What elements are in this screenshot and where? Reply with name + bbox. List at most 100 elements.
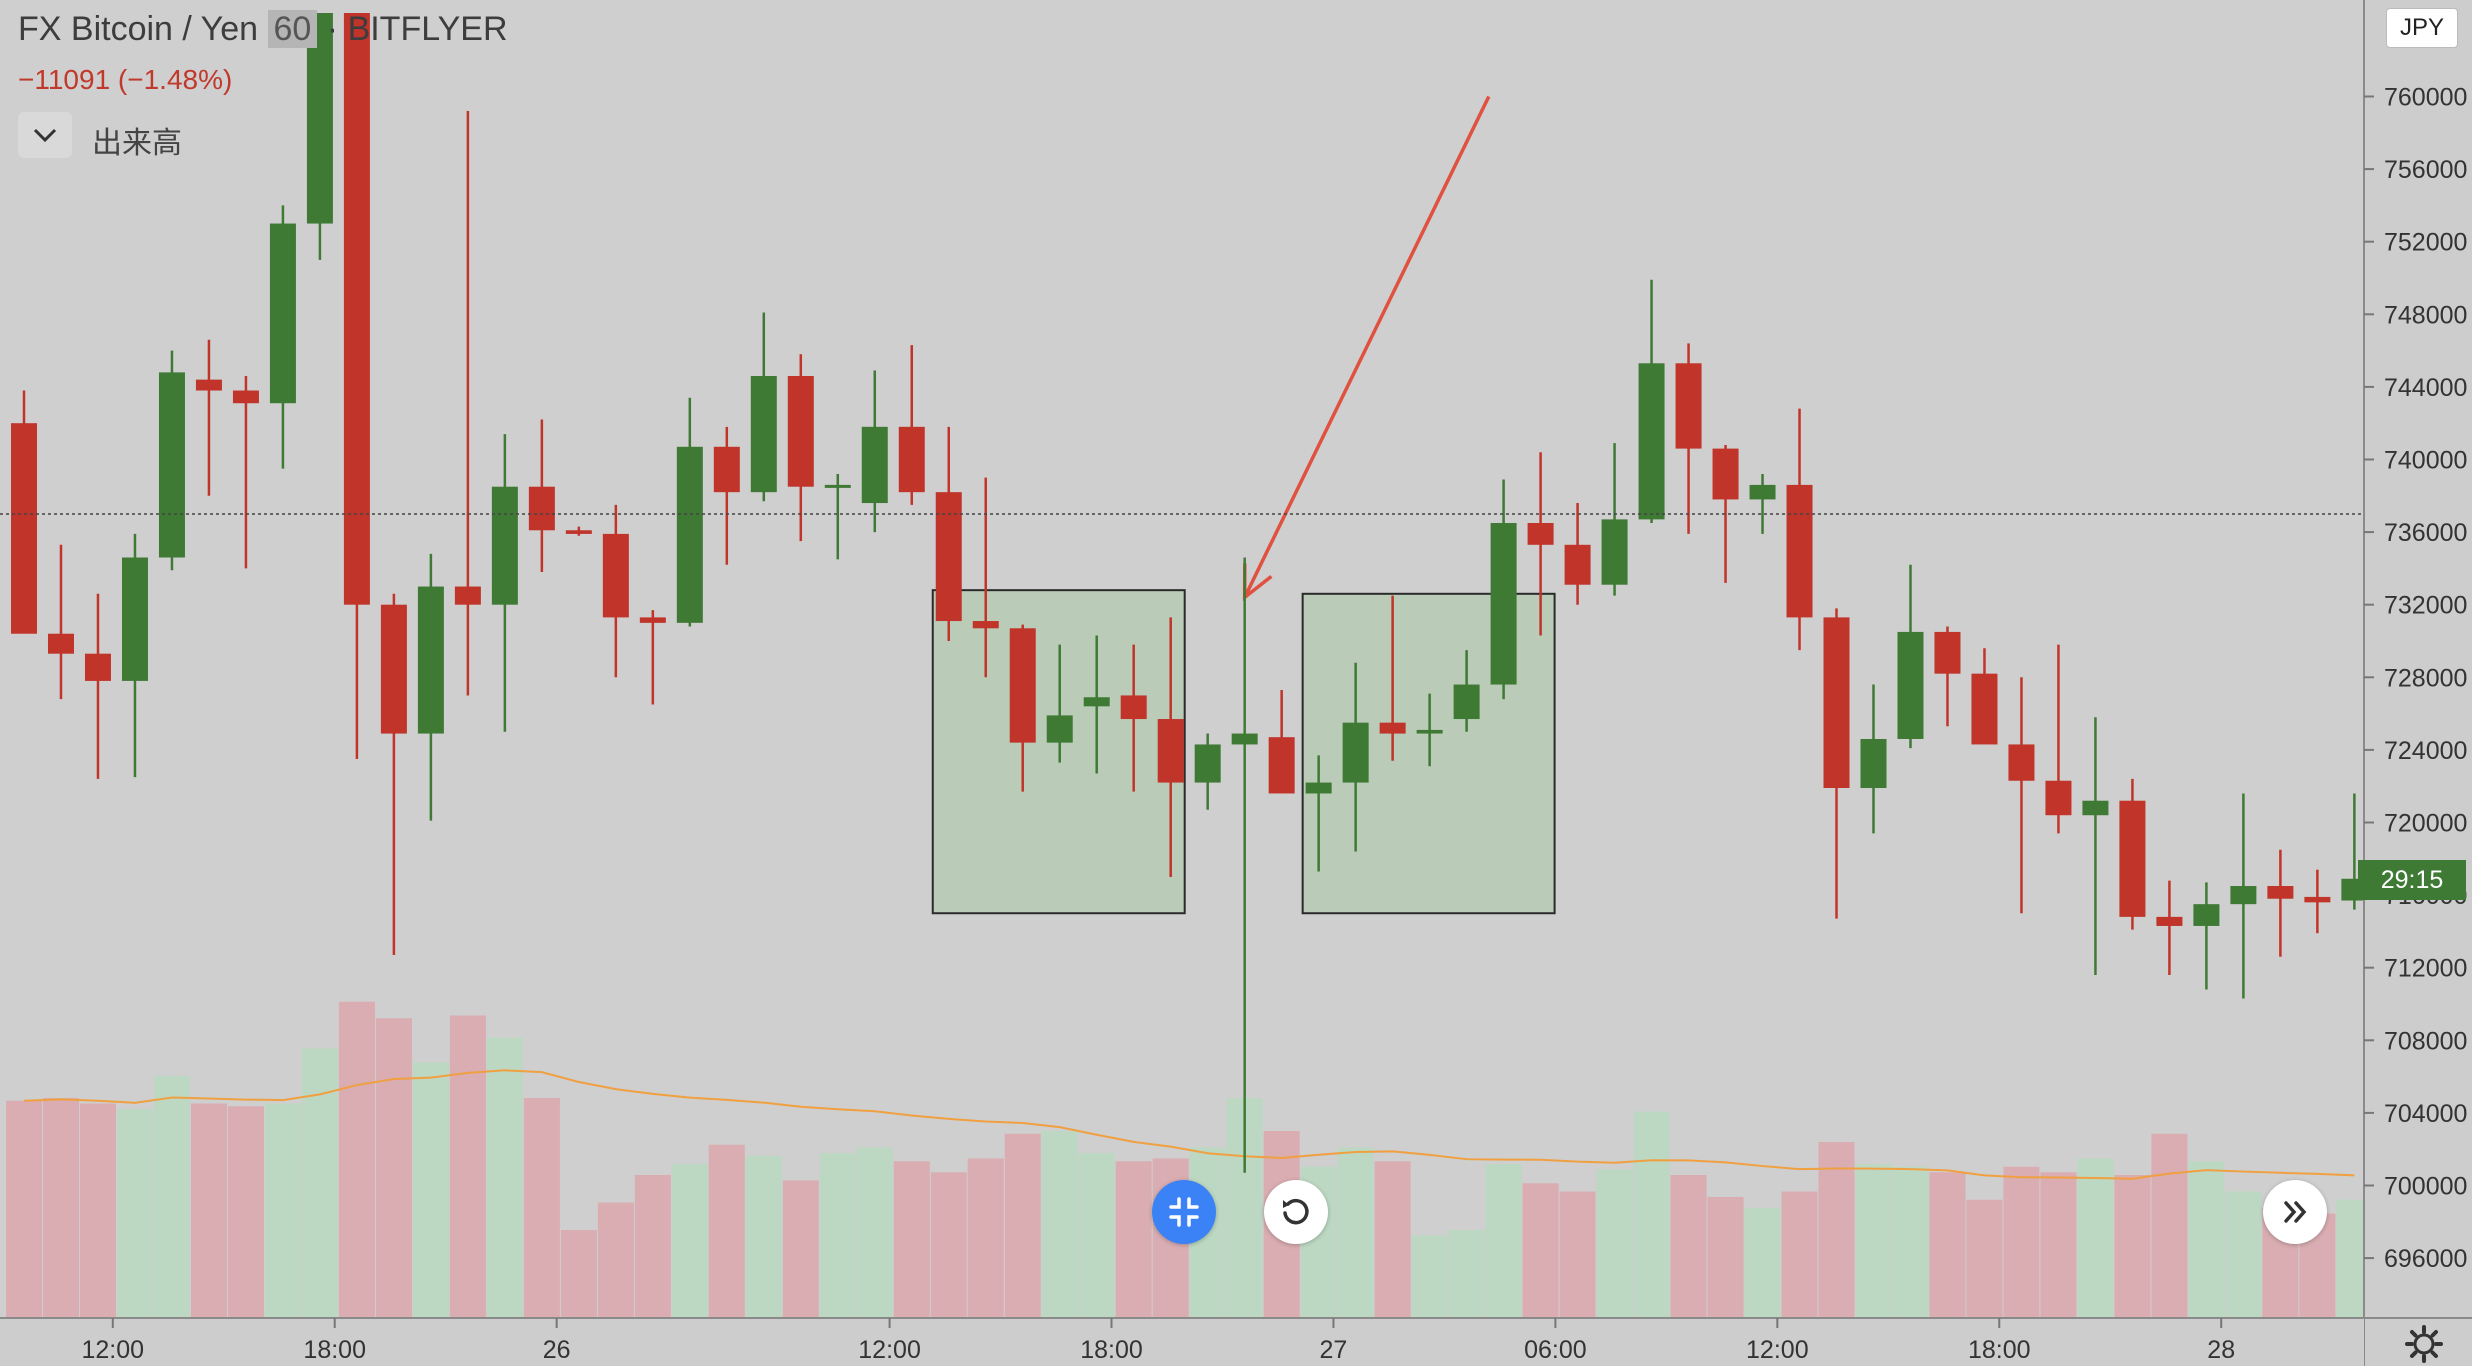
candle-body bbox=[417, 586, 444, 734]
candle bbox=[972, 477, 999, 678]
candle bbox=[2082, 717, 2109, 975]
x-tick-label: 12:00 bbox=[81, 1336, 144, 1364]
time-axis-panel[interactable] bbox=[0, 1318, 2364, 1366]
candle bbox=[47, 544, 74, 700]
y-tick-label: 740000 bbox=[2384, 446, 2467, 474]
y-tick-label: 700000 bbox=[2384, 1172, 2467, 1200]
volume-bar bbox=[1337, 1147, 1374, 1318]
price-axis-panel[interactable] bbox=[2364, 0, 2472, 1366]
scroll-to-latest-button[interactable] bbox=[2263, 1180, 2327, 1244]
candle bbox=[1749, 474, 1776, 534]
candle-body bbox=[824, 484, 851, 488]
candle bbox=[824, 474, 851, 560]
candle bbox=[2119, 778, 2146, 930]
candle bbox=[1268, 689, 1295, 794]
candle-body bbox=[195, 379, 222, 391]
candle-body bbox=[2156, 916, 2183, 926]
gear-icon[interactable] bbox=[2404, 1324, 2444, 1364]
volume-bar bbox=[1707, 1197, 1744, 1318]
volume-bar bbox=[2040, 1172, 2077, 1318]
volume-bar bbox=[560, 1230, 597, 1318]
y-tick-label: 704000 bbox=[2384, 1100, 2467, 1128]
candle bbox=[787, 354, 814, 542]
symbol-name[interactable]: FX Bitcoin / Yen bbox=[18, 10, 259, 48]
candle-body bbox=[1083, 697, 1110, 707]
currency-badge[interactable]: JPY bbox=[2386, 8, 2458, 48]
candle-body bbox=[750, 376, 777, 493]
candle-body bbox=[2008, 744, 2035, 781]
candle-body bbox=[84, 653, 111, 681]
volume-bar bbox=[190, 1103, 227, 1318]
volume-bar bbox=[856, 1147, 893, 1318]
volume-bar bbox=[597, 1202, 634, 1318]
volume-bar bbox=[79, 1103, 116, 1318]
volume-bar bbox=[1411, 1235, 1448, 1318]
candle-body bbox=[158, 372, 185, 558]
candle bbox=[491, 434, 518, 732]
candle-body bbox=[565, 530, 592, 534]
price-change: −11091 (−1.48%) bbox=[18, 64, 233, 95]
volume-bar bbox=[227, 1106, 264, 1318]
candle bbox=[1823, 608, 1850, 919]
reset-chart-button[interactable] bbox=[1264, 1180, 1328, 1244]
x-tick-label: 18:00 bbox=[1080, 1336, 1143, 1364]
candle bbox=[1712, 444, 1739, 583]
volume-bar bbox=[264, 1103, 301, 1318]
bar-countdown: 29:15 bbox=[2358, 860, 2466, 900]
interval-label[interactable]: 60 bbox=[267, 10, 318, 48]
candle-body bbox=[1712, 448, 1739, 500]
candle-body bbox=[1749, 484, 1776, 500]
candle bbox=[1897, 564, 1924, 749]
annotation-arrow[interactable] bbox=[1243, 95, 1491, 599]
candle bbox=[1786, 408, 1813, 651]
volume-bar bbox=[1670, 1175, 1707, 1318]
candle bbox=[1675, 343, 1702, 534]
chevron-down-icon[interactable] bbox=[18, 112, 72, 158]
candle-body bbox=[2230, 886, 2257, 905]
volume-bar bbox=[1855, 1164, 1892, 1318]
candle bbox=[2193, 882, 2220, 990]
candle-body bbox=[935, 492, 962, 622]
volume-bar bbox=[1929, 1172, 1966, 1318]
volume-bar bbox=[42, 1098, 79, 1318]
candle bbox=[2045, 644, 2072, 834]
candle-body bbox=[343, 13, 370, 605]
candle bbox=[1934, 626, 1961, 727]
volume-bar bbox=[2077, 1158, 2114, 1318]
volume-ma-line bbox=[23, 1069, 2355, 1180]
candle-body bbox=[1934, 631, 1961, 674]
candle bbox=[232, 376, 259, 569]
candle-body bbox=[1268, 737, 1295, 794]
candle bbox=[1342, 662, 1369, 852]
candle bbox=[1453, 650, 1480, 732]
candle-body bbox=[2193, 904, 2220, 926]
candle-body bbox=[787, 376, 814, 487]
volume-bar bbox=[1004, 1133, 1041, 1318]
volume-bar bbox=[1966, 1199, 2003, 1318]
volume-bar bbox=[1522, 1183, 1559, 1318]
fit-chart-button[interactable] bbox=[1152, 1180, 1216, 1244]
volume-bar bbox=[782, 1180, 819, 1318]
y-tick-label: 712000 bbox=[2384, 955, 2467, 983]
candle-body bbox=[1527, 523, 1554, 545]
x-tick-label: 18:00 bbox=[303, 1336, 366, 1364]
candlesticks bbox=[11, 13, 2368, 1173]
volume-bar bbox=[301, 1048, 338, 1318]
candle-body bbox=[2045, 780, 2072, 816]
candle-body bbox=[2267, 886, 2294, 899]
candle-body bbox=[528, 486, 555, 531]
volume-bar bbox=[2225, 1191, 2262, 1318]
volume-legend-label: 出来高 bbox=[92, 127, 182, 160]
volume-bar bbox=[523, 1098, 560, 1318]
candle bbox=[861, 370, 888, 533]
candle bbox=[2008, 677, 2035, 914]
candle-body bbox=[1194, 744, 1221, 783]
candle-body bbox=[861, 426, 888, 504]
volume-bar bbox=[153, 1076, 190, 1318]
y-tick-label: 728000 bbox=[2384, 664, 2467, 692]
candle bbox=[713, 426, 740, 565]
candle-body bbox=[1564, 544, 1591, 585]
candle bbox=[195, 339, 222, 496]
candle-body bbox=[11, 423, 37, 634]
